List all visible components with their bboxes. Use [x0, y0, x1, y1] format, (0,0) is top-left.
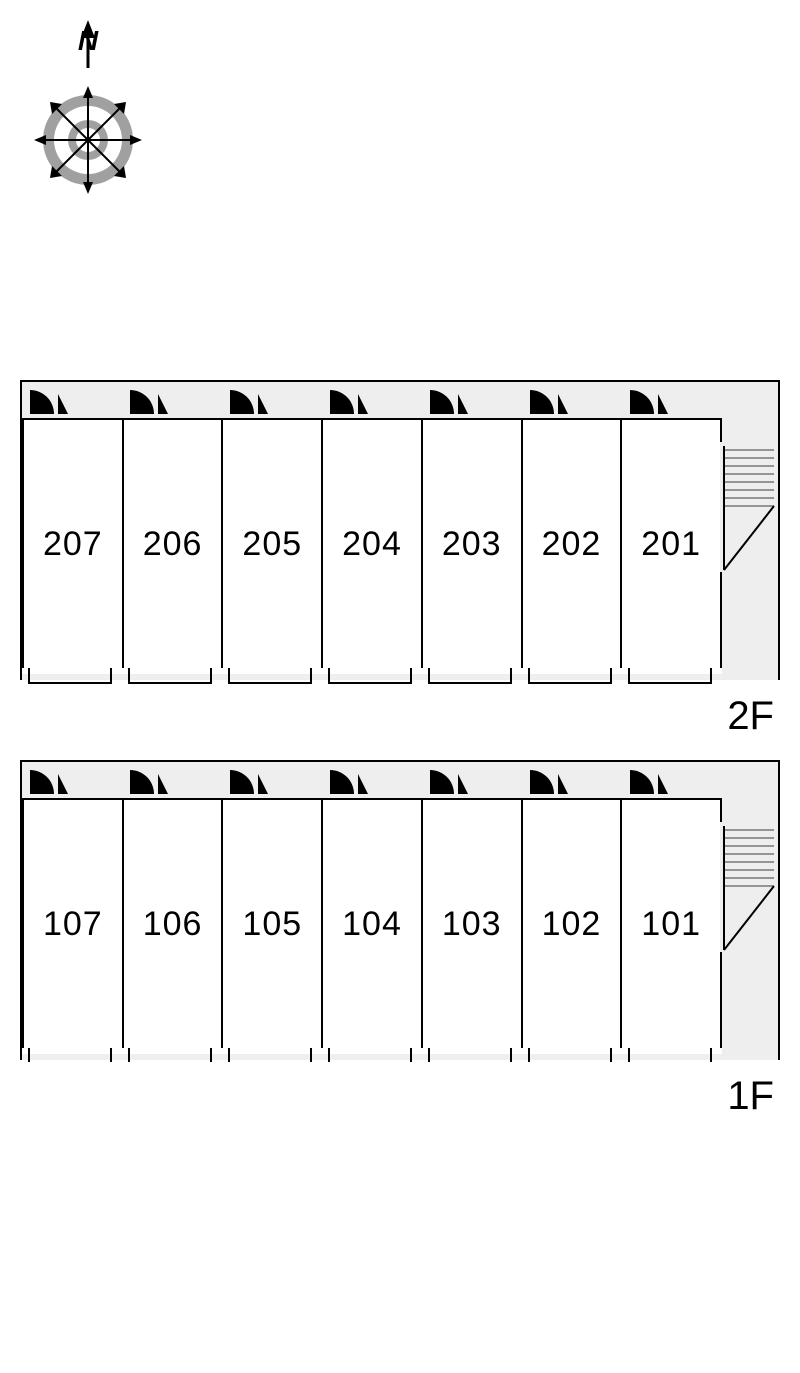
room-label: 203 — [442, 525, 502, 564]
open-bottoms-1f — [20, 1048, 720, 1066]
floor-label-1f: 1F — [727, 1074, 774, 1119]
floor-plan-1f: 107 106 105 104 103 102 101 — [20, 760, 780, 1060]
room-label: 202 — [542, 525, 602, 564]
floor-label-2f: 2F — [727, 694, 774, 739]
room-unit: 105 — [223, 798, 323, 1050]
room-label: 206 — [143, 525, 203, 564]
room-label: 101 — [641, 905, 701, 944]
rooms-row-2f: 207 206 205 204 203 202 201 — [22, 418, 722, 670]
room-unit: 103 — [423, 798, 523, 1050]
corridor-1f: 107 106 105 104 103 102 101 — [20, 760, 780, 1060]
door-arc-icon — [228, 386, 254, 412]
door-arc-icon — [128, 386, 154, 412]
room-label: 105 — [242, 905, 302, 944]
balcony-tabs-2f — [20, 668, 720, 686]
room-label: 207 — [43, 525, 103, 564]
door-arc-icon — [528, 766, 554, 792]
stair-icon — [720, 442, 778, 572]
door-arc-icon — [328, 386, 354, 412]
room-unit: 203 — [423, 418, 523, 670]
room-unit: 101 — [622, 798, 722, 1050]
room-unit: 202 — [523, 418, 623, 670]
room-unit: 102 — [523, 798, 623, 1050]
room-label: 102 — [542, 905, 602, 944]
room-label: 201 — [641, 525, 701, 564]
room-label: 106 — [143, 905, 203, 944]
room-label: 103 — [442, 905, 502, 944]
rooms-row-1f: 107 106 105 104 103 102 101 — [22, 798, 722, 1050]
room-label: 204 — [342, 525, 402, 564]
floor-plan-2f: 207 206 205 204 203 202 201 — [20, 380, 780, 680]
room-label: 104 — [342, 905, 402, 944]
room-label: 107 — [43, 905, 103, 944]
stair-icon — [720, 822, 778, 952]
door-arc-icon — [28, 386, 54, 412]
door-arc-icon — [328, 766, 354, 792]
room-unit: 201 — [622, 418, 722, 670]
room-unit: 106 — [124, 798, 224, 1050]
room-unit: 104 — [323, 798, 423, 1050]
compass-icon: N — [28, 20, 148, 225]
room-unit: 205 — [223, 418, 323, 670]
room-unit: 107 — [22, 798, 124, 1050]
room-label: 205 — [242, 525, 302, 564]
room-unit: 204 — [323, 418, 423, 670]
door-arc-icon — [528, 386, 554, 412]
room-unit: 207 — [22, 418, 124, 670]
corridor-2f: 207 206 205 204 203 202 201 — [20, 380, 780, 680]
door-arc-icon — [28, 766, 54, 792]
door-arc-icon — [428, 766, 454, 792]
door-arc-icon — [628, 386, 654, 412]
door-arc-icon — [228, 766, 254, 792]
door-arc-icon — [128, 766, 154, 792]
door-arc-icon — [428, 386, 454, 412]
room-unit: 206 — [124, 418, 224, 670]
door-arc-icon — [628, 766, 654, 792]
